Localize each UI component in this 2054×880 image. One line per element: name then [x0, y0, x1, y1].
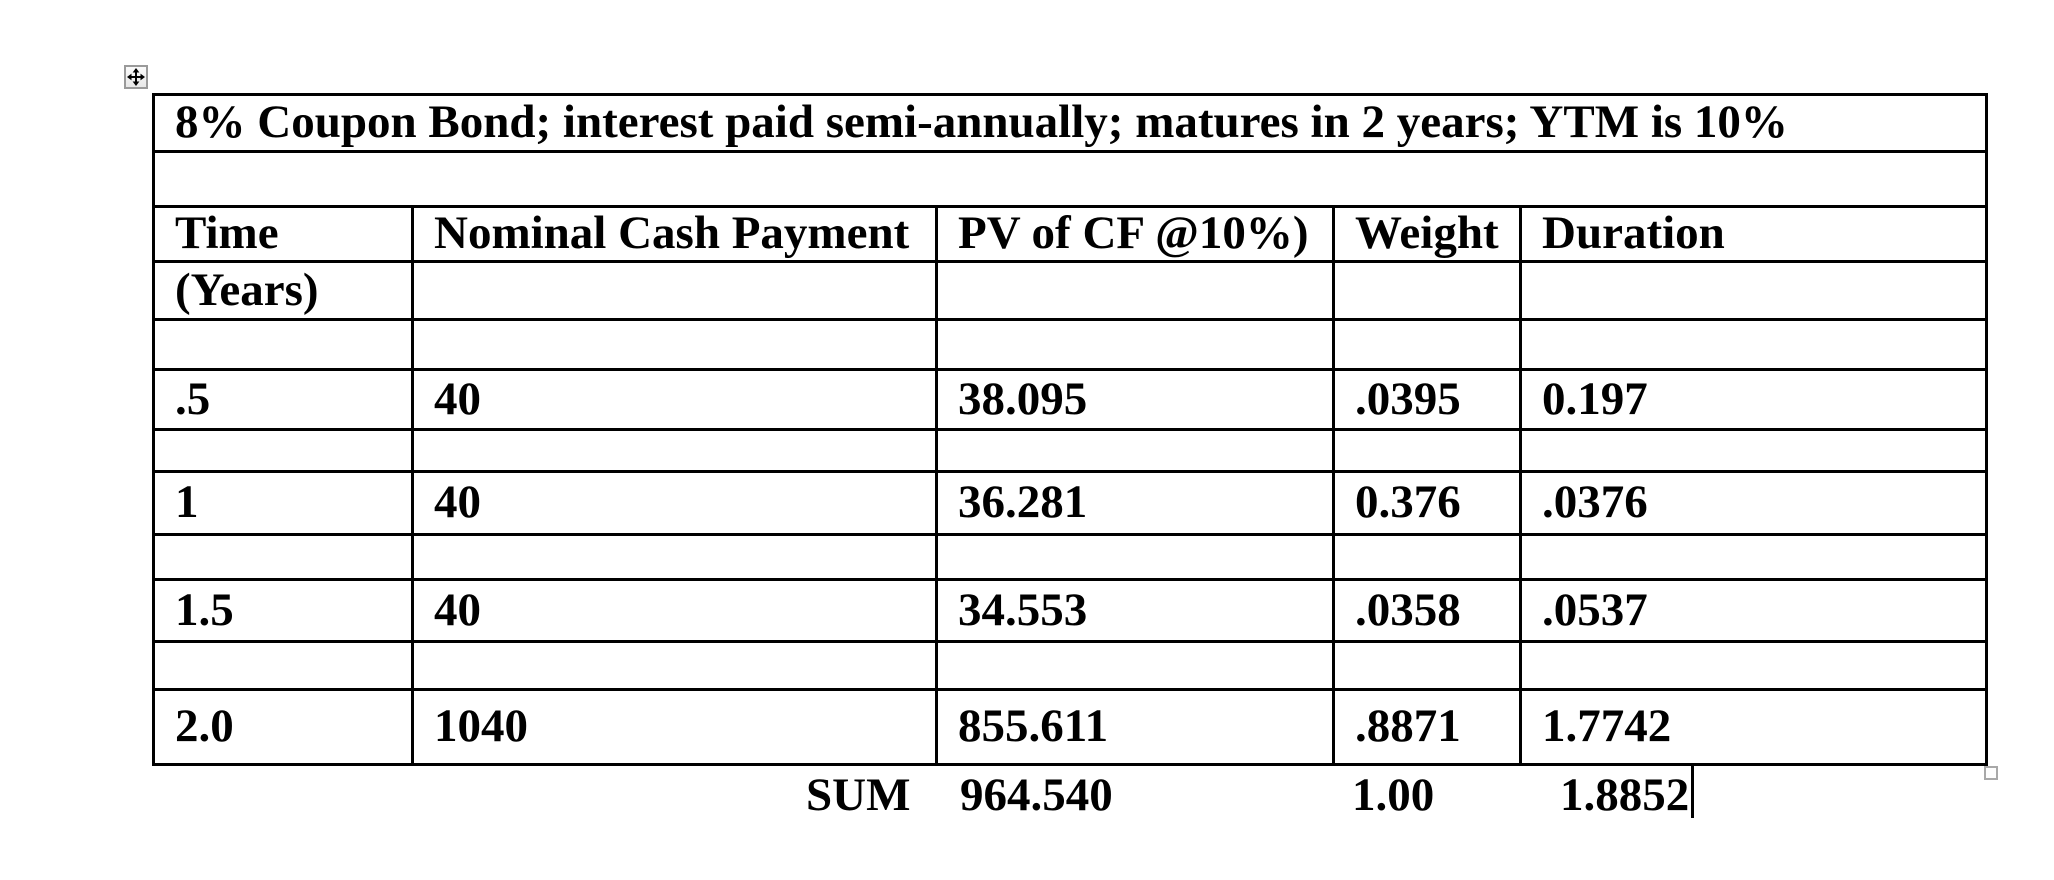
empty-cell[interactable]: [935, 318, 1335, 371]
empty-cell[interactable]: [1332, 640, 1522, 691]
cell-weight[interactable]: .0358: [1332, 578, 1522, 643]
cell-duration[interactable]: .0537: [1518, 578, 1989, 643]
table-row: [152, 533, 1989, 581]
empty-cell[interactable]: [935, 428, 1335, 473]
table-row: 1 40 36.281 0.376 .0376: [152, 470, 1989, 536]
empty-cell[interactable]: [935, 260, 1335, 321]
text-caret: [1691, 765, 1694, 818]
empty-cell[interactable]: [935, 533, 1335, 581]
cell-weight[interactable]: 0.376: [1332, 470, 1522, 536]
empty-cell[interactable]: [1518, 260, 1989, 321]
header-pv-of-cf[interactable]: PV of CF @10%): [935, 205, 1335, 263]
table-row: [151, 150, 1989, 208]
empty-cell[interactable]: [1518, 428, 1989, 473]
cell-duration[interactable]: 0.197: [1518, 368, 1989, 431]
empty-cell[interactable]: [1518, 318, 1989, 371]
empty-cell[interactable]: [411, 428, 938, 473]
empty-cell[interactable]: [152, 533, 414, 581]
cell-pv[interactable]: 34.553: [935, 578, 1335, 643]
cell-payment[interactable]: 40: [411, 368, 938, 431]
cell-payment[interactable]: 1040: [411, 688, 938, 766]
cell-pv[interactable]: 855.611: [935, 688, 1335, 766]
empty-cell[interactable]: [411, 640, 938, 691]
move-icon: [127, 68, 145, 86]
empty-cell[interactable]: [1332, 318, 1522, 371]
cell-payment[interactable]: 40: [411, 578, 938, 643]
sum-label[interactable]: SUM: [806, 769, 911, 821]
table-row: 1.5 40 34.553 .0358 .0537: [152, 578, 1989, 643]
cell-duration[interactable]: .0376: [1518, 470, 1989, 536]
table-title-cell[interactable]: 8% Coupon Bond; interest paid semi-annua…: [151, 93, 1989, 153]
sum-weight-value[interactable]: 1.00: [1352, 769, 1435, 821]
sum-pv-value[interactable]: 964.540: [960, 769, 1113, 821]
cell-pv[interactable]: 38.095: [935, 368, 1335, 431]
empty-cell[interactable]: [151, 150, 1989, 208]
cell-time[interactable]: 1: [152, 470, 414, 536]
empty-cell[interactable]: [152, 640, 414, 691]
cell-time[interactable]: 2.0: [152, 688, 414, 766]
cell-payment[interactable]: 40: [411, 470, 938, 536]
header-weight[interactable]: Weight: [1332, 205, 1522, 263]
empty-cell[interactable]: [935, 640, 1335, 691]
table-row: 8% Coupon Bond; interest paid semi-annua…: [151, 93, 1989, 153]
table-row: [152, 428, 1989, 473]
table-row: 2.0 1040 855.611 .8871 1.7742: [152, 688, 1989, 766]
empty-cell[interactable]: [1332, 533, 1522, 581]
table-row: [152, 640, 1989, 691]
table-row: .5 40 38.095 .0395 0.197: [152, 368, 1989, 431]
cell-time[interactable]: .5: [152, 368, 414, 431]
sum-duration-value[interactable]: 1.8852: [1560, 769, 1690, 821]
cell-weight[interactable]: .8871: [1332, 688, 1522, 766]
table-move-handle[interactable]: [124, 65, 148, 89]
table-resize-handle[interactable]: [1984, 766, 1998, 780]
empty-cell[interactable]: [1518, 533, 1989, 581]
bond-duration-table: 8% Coupon Bond; interest paid semi-annua…: [151, 93, 1989, 766]
cell-duration[interactable]: 1.7742: [1518, 688, 1989, 766]
header-time-years[interactable]: (Years): [152, 260, 414, 321]
empty-cell[interactable]: [152, 318, 414, 371]
cell-weight[interactable]: .0395: [1332, 368, 1522, 431]
cell-pv[interactable]: 36.281: [935, 470, 1335, 536]
header-time[interactable]: Time: [152, 205, 414, 263]
empty-cell[interactable]: [411, 318, 938, 371]
header-duration[interactable]: Duration: [1518, 205, 1989, 263]
empty-cell[interactable]: [411, 533, 938, 581]
empty-cell[interactable]: [1332, 428, 1522, 473]
table-row: [152, 318, 1989, 371]
table-row: (Years): [152, 260, 1989, 321]
table-row: Time Nominal Cash Payment PV of CF @10%)…: [152, 205, 1989, 263]
empty-cell[interactable]: [152, 428, 414, 473]
empty-cell[interactable]: [1332, 260, 1522, 321]
header-nominal-cash-payment[interactable]: Nominal Cash Payment: [411, 205, 938, 263]
empty-cell[interactable]: [411, 260, 938, 321]
empty-cell[interactable]: [1518, 640, 1989, 691]
cell-time[interactable]: 1.5: [152, 578, 414, 643]
